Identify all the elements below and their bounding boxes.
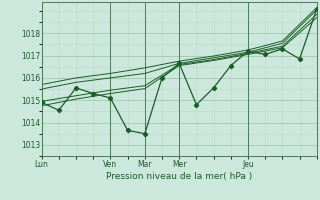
X-axis label: Pression niveau de la mer( hPa ): Pression niveau de la mer( hPa ) <box>106 172 252 181</box>
